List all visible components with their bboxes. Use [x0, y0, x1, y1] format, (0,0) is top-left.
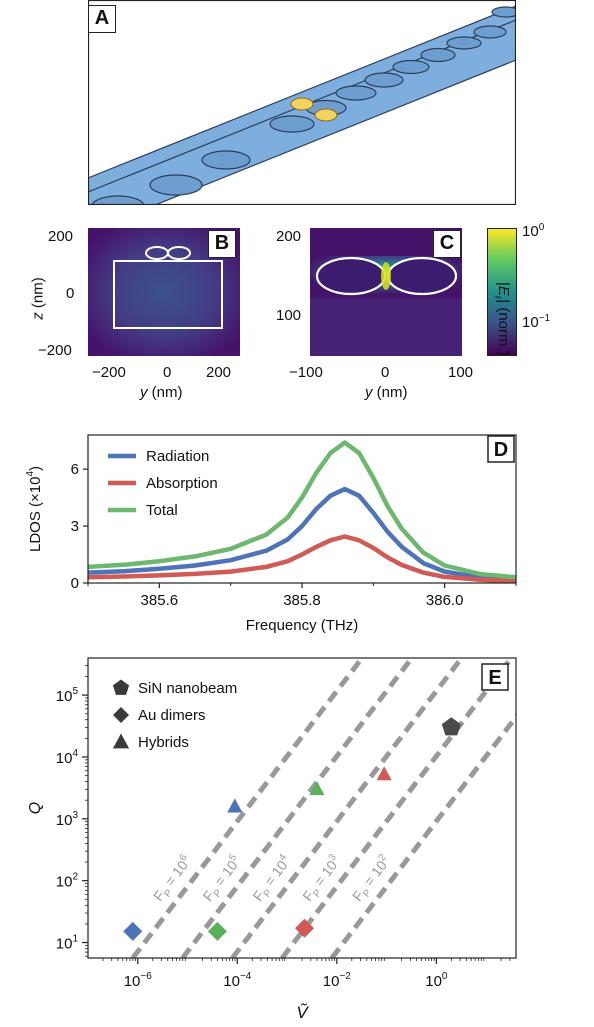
colorbar-tick-bottom: 10−1	[522, 313, 551, 331]
data-point-triangle	[376, 766, 392, 781]
gold-dimer	[290, 97, 338, 122]
purcell-line	[280, 658, 514, 958]
y-axis-label: LDOS (×104)	[25, 466, 44, 552]
panel-c-xtick: −100	[289, 364, 323, 381]
legend-label-total: Total	[146, 502, 178, 519]
y-tick-label: 105	[56, 686, 79, 705]
x-tick-label: 385.8	[283, 592, 321, 609]
series-line-total	[87, 440, 517, 580]
legend-label-absorption: Absorption	[146, 475, 218, 492]
legend-label-radiation: Radiation	[146, 448, 209, 465]
data-point-diamond	[123, 921, 143, 941]
panel-b-xtick: −200	[92, 364, 126, 381]
y-tick-label: 104	[56, 748, 79, 767]
panel-c-xlabel: y (nm)	[365, 384, 408, 401]
y-tick-label: 102	[56, 872, 79, 891]
y-tick-label: 0	[71, 575, 79, 592]
x-tick-label: 385.6	[141, 592, 179, 609]
panel-c-ytick: 100	[276, 307, 302, 324]
panel-c-xtick: 100	[448, 364, 474, 381]
x-tick-label: 10−4	[223, 971, 252, 990]
colorbar-label: |Er| (norm.)	[492, 282, 512, 356]
panel-label-e: E	[488, 667, 501, 689]
panel-b-xtick: 0	[163, 364, 172, 381]
data-point-pentagon	[441, 717, 461, 736]
panel-b-ytick: 0	[66, 285, 75, 302]
x-tick-label: 10−2	[323, 971, 352, 990]
panel-label-d: D	[494, 439, 508, 461]
x-tick-label: 100	[425, 971, 448, 990]
series-line-radiation	[87, 486, 517, 582]
y-tick-label: 3	[71, 518, 79, 535]
x-axis-label: Frequency (THz)	[246, 617, 359, 634]
panel-b-ylabel: z (nm)	[29, 277, 47, 320]
panel-label-e-box	[481, 663, 509, 691]
colorbar	[487, 228, 517, 356]
ldos-chart: 385.6 385.8 386.0 0 3 6 Frequency (THz) LDOS (×…	[25, 434, 517, 634]
x-tick-label: 386.0	[426, 592, 464, 609]
panel-b-xlabel: y (nm)	[140, 384, 183, 401]
series-line-absorption	[87, 534, 517, 584]
purcell-line	[230, 658, 464, 958]
data-point-diamond	[207, 921, 227, 941]
legend-label-triangle: Hybrids	[138, 734, 189, 751]
data-point-triangle	[227, 798, 243, 813]
legend-label-pentagon: SiN nanobeam	[138, 680, 237, 697]
panel-b-xtick: 200	[206, 364, 232, 381]
panel-c-xtick: 0	[381, 364, 390, 381]
y-axis-label: Q	[27, 802, 44, 814]
x-tick-label: 10−6	[124, 971, 153, 990]
purcell-line	[329, 712, 516, 958]
data-point-diamond	[294, 918, 314, 938]
panel-b-ytick: 200	[48, 228, 74, 245]
panel-label-d-box	[487, 435, 515, 463]
purcell-line	[180, 658, 414, 958]
panel-c-ytick: 200	[276, 228, 302, 245]
nanobeam-illustration	[88, 0, 516, 205]
panel-b-ytick: −200	[38, 342, 72, 359]
field-map-c	[310, 228, 462, 356]
data-point-triangle	[309, 781, 325, 796]
panel-label-b: B	[208, 230, 236, 258]
legend-marker-triangle	[112, 733, 130, 749]
legend-marker-diamond	[113, 707, 129, 723]
legend-label-diamond: Au dimers	[138, 707, 206, 724]
y-tick-label: 6	[71, 461, 79, 478]
colorbar-tick-top: 100	[522, 222, 545, 240]
legend-marker-pentagon	[112, 679, 130, 695]
panel-label-c: C	[433, 230, 461, 258]
plot-frame	[87, 657, 517, 959]
purcell-line	[130, 658, 365, 958]
purcell-lines	[130, 658, 516, 958]
x-axis-label: Ṽ	[296, 1003, 309, 1022]
y-tick-label: 101	[56, 934, 79, 953]
panel-label-a: A	[88, 5, 116, 33]
y-tick-label: 103	[56, 810, 79, 829]
